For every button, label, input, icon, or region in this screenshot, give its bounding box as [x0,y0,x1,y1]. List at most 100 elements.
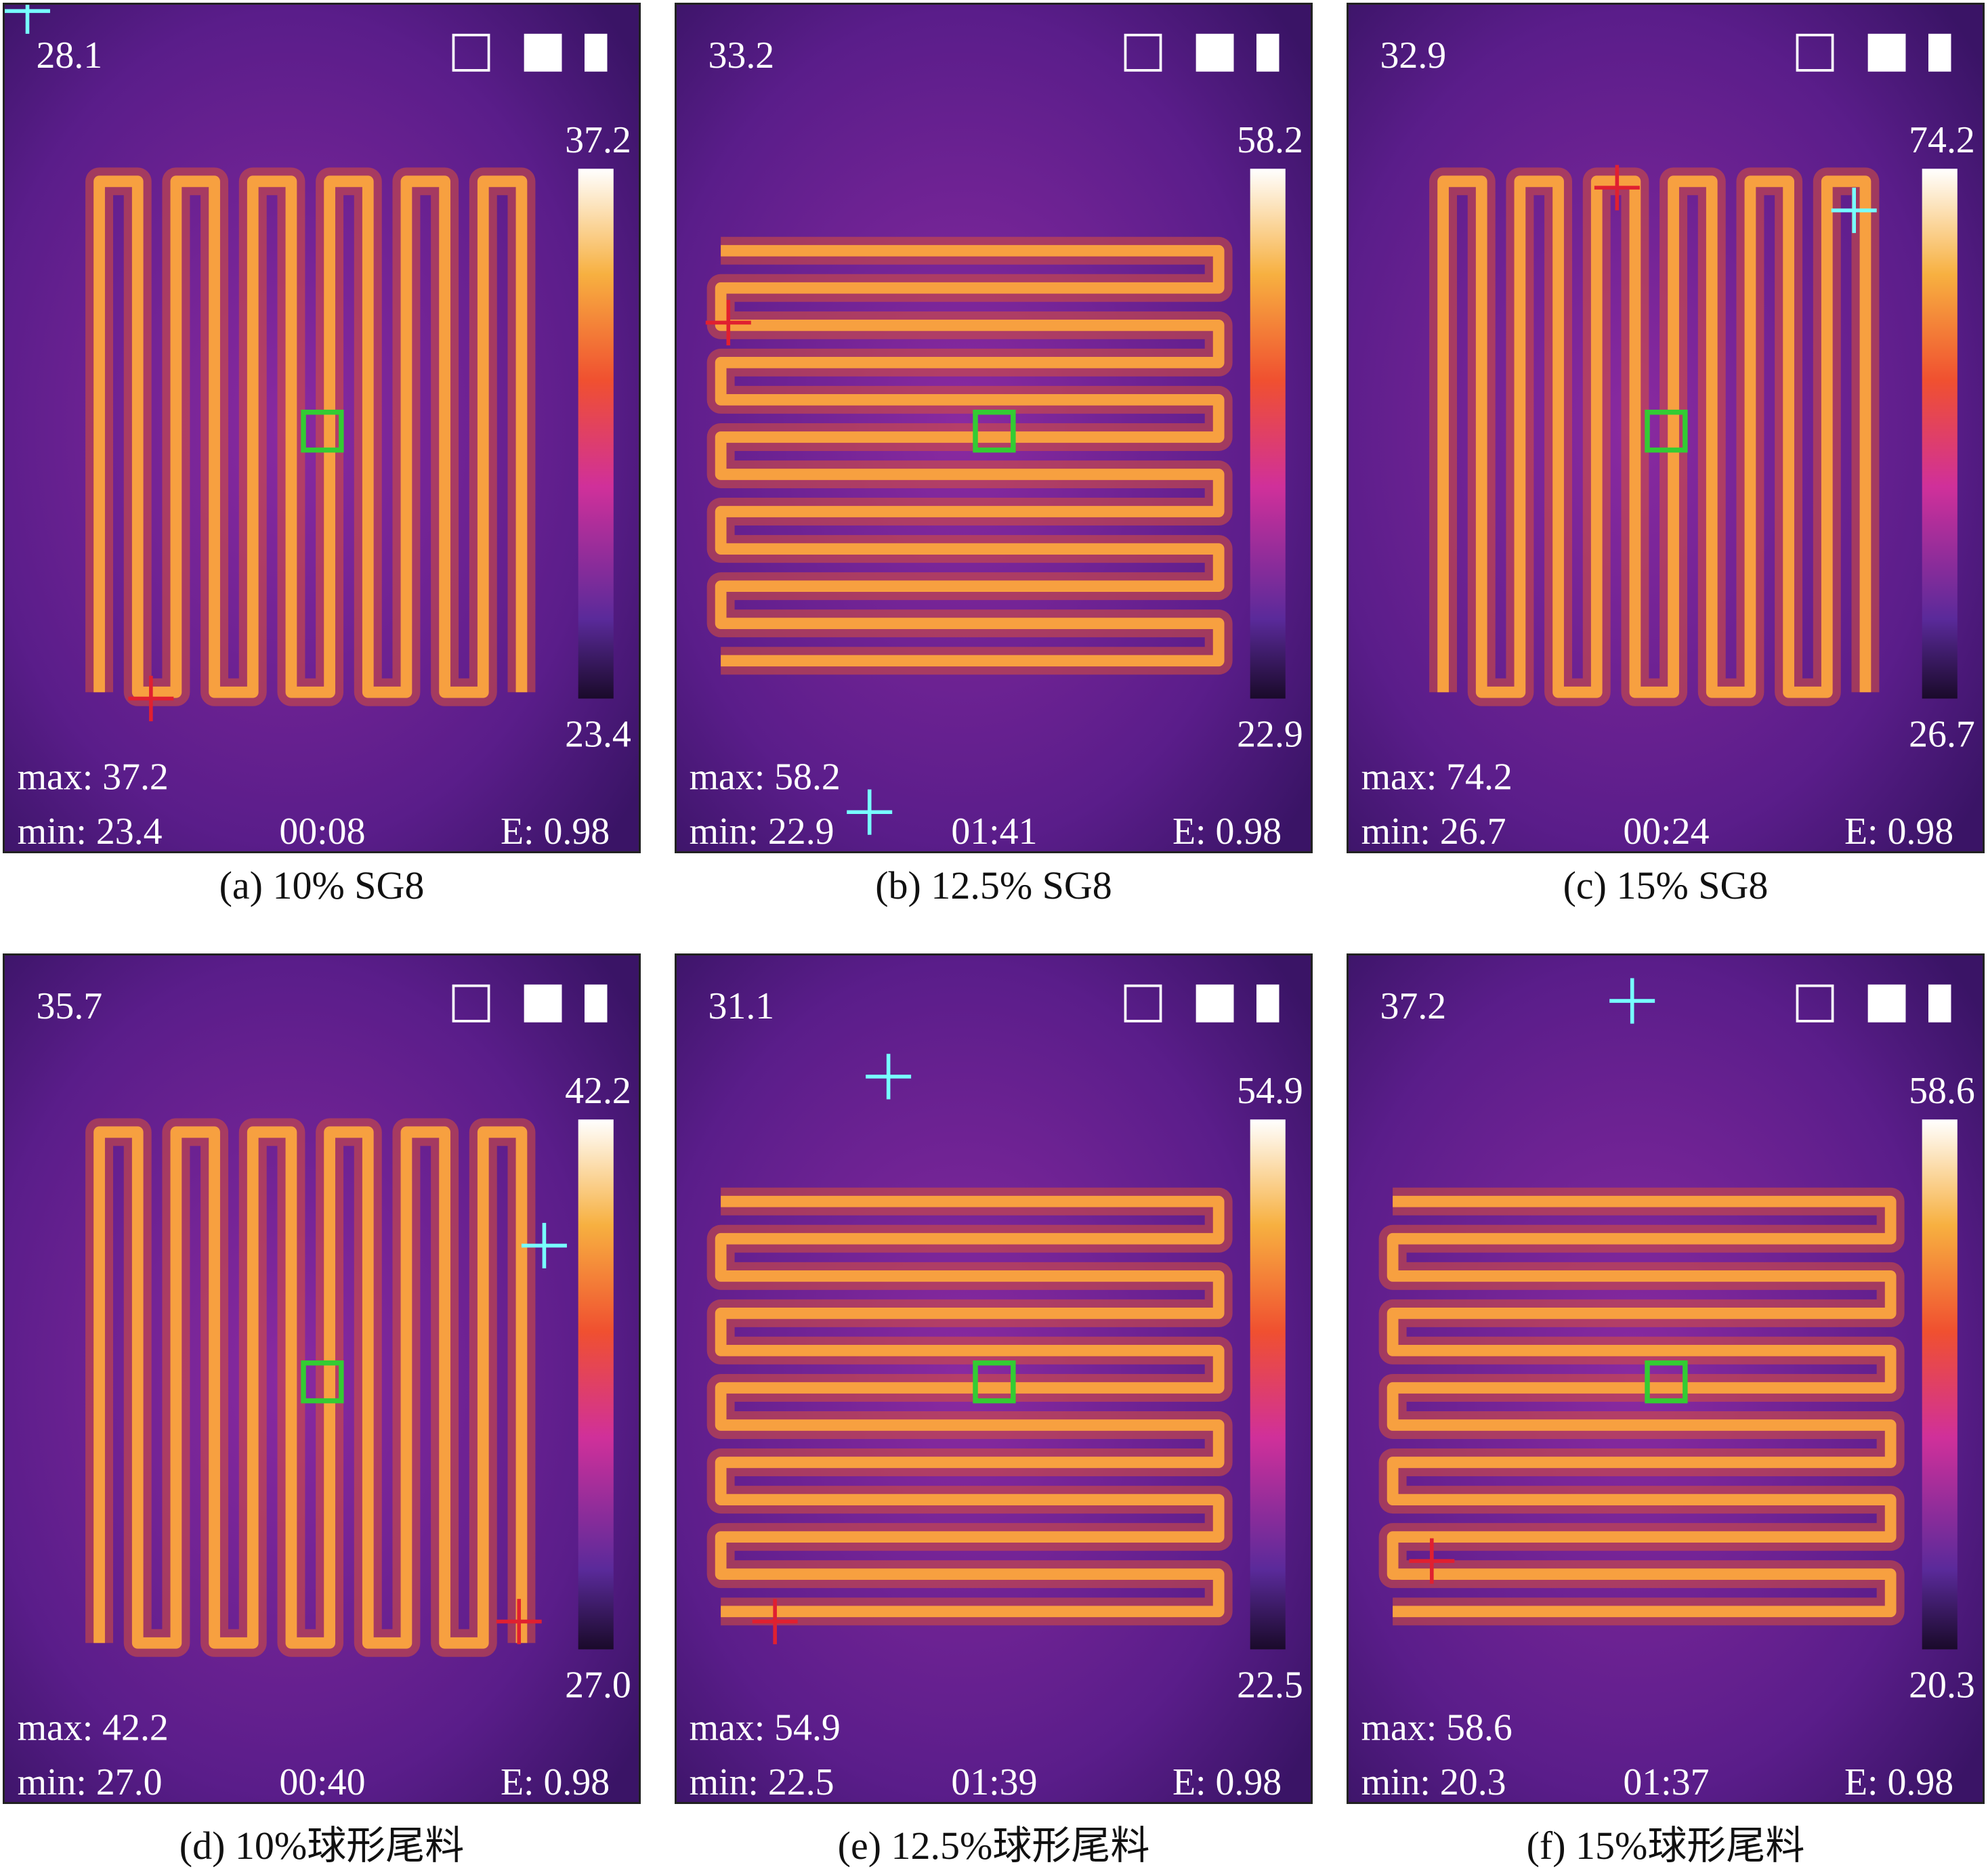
status-icon [584,33,608,72]
max-temp: max: 74.2 [1361,756,1513,798]
min-temp: min: 22.5 [690,1761,834,1802]
status-icon [1256,33,1279,72]
scale-min: 26.7 [1909,713,1975,755]
time: 00:24 [1623,811,1709,851]
min-temp: min: 26.7 [1361,811,1506,851]
tube [715,1195,1225,1618]
max-temp: max: 54.9 [690,1707,841,1749]
status-icon [524,33,562,72]
scale-min: 27.0 [565,1664,631,1706]
center-temp: 37.2 [1380,985,1447,1027]
thermal-view: 32.9 74.2 26.7 max: 74.2 min: 26.7 00:24 E: 0.… [1349,5,1983,851]
max-temp: max: 58.6 [1361,1707,1513,1749]
status-icon [1196,33,1234,72]
status-icon [1867,984,1906,1023]
thermal-image: 31.1 54.9 22.5 max: 54.9 min: 22.5 01:39 E: 0.… [675,953,1313,1804]
cursor [5,5,50,34]
thermal-image: 35.7 42.2 27.0 max: 42.2 min: 27.0 00:40 E: 0.… [3,953,641,1804]
thermal-view: 33.2 58.2 22.9 max: 58.2 min: 22.9 01:41 E: 0.… [677,5,1311,851]
thermal-view: 35.7 42.2 27.0 max: 42.2 min: 27.0 00:40 E: 0.… [5,955,639,1802]
thermal-image: 37.2 58.6 20.3 max: 58.6 min: 20.3 01:37 E: 0.… [1347,953,1985,1804]
color-bar [578,169,614,699]
min-temp: min: 22.9 [690,811,834,851]
status-icon [584,984,608,1023]
tube [93,175,528,698]
cursor [1831,188,1877,234]
thermal-image: 33.2 58.2 22.9 max: 58.2 min: 22.9 01:41 E: 0.… [675,3,1313,853]
emissivity: E: 0.98 [1172,811,1282,851]
min-temp: min: 23.4 [18,811,163,851]
status-icon [1796,984,1834,1023]
time: 00:08 [279,811,365,851]
color-bar [578,1119,614,1650]
scale-min: 22.5 [1237,1664,1303,1706]
tube [93,1126,528,1649]
cursor [1609,978,1655,1024]
scale-min: 22.9 [1237,713,1303,755]
emissivity: E: 0.98 [501,811,610,851]
max-cursor [128,676,174,722]
scale-max: 54.9 [1237,1070,1303,1112]
thermal-view: 37.2 58.6 20.3 max: 58.6 min: 20.3 01:37 E: 0.… [1349,955,1983,1802]
min-temp: min: 20.3 [1361,1761,1506,1802]
max-temp: max: 58.2 [690,756,841,798]
status-icon [524,984,562,1023]
tube [1437,175,1871,698]
scale-min: 23.4 [565,713,631,755]
caption: (d) 10%球形尾料 [179,1824,465,1868]
scale-max: 37.2 [565,119,631,161]
status-icon [1928,33,1951,72]
max-cursor [1594,165,1640,211]
center-box [301,409,344,453]
caption: (c) 15% SG8 [1563,863,1769,907]
center-box [973,1360,1016,1404]
cursor [521,1222,567,1268]
thermal-image: 32.9 74.2 26.7 max: 74.2 min: 26.7 00:24 E: 0.… [1347,3,1985,853]
max-cursor [1409,1538,1455,1584]
scale-min: 20.3 [1909,1664,1975,1706]
color-bar [1922,1119,1958,1650]
tube [1387,1195,1897,1618]
time: 00:40 [279,1761,365,1802]
max-temp: max: 42.2 [18,1707,169,1749]
time: 01:39 [951,1761,1037,1802]
color-bar [1250,1119,1286,1650]
thermal-view: 31.1 54.9 22.5 max: 54.9 min: 22.5 01:39 E: 0.… [677,955,1311,1802]
status-icon [1867,33,1906,72]
status-icon [1196,984,1234,1023]
center-temp: 32.9 [1380,35,1447,77]
center-box [301,1360,344,1404]
time: 01:37 [1623,1761,1709,1802]
color-bar [1922,169,1958,699]
center-temp: 28.1 [37,35,103,77]
scale-max: 42.2 [565,1070,631,1112]
emissivity: E: 0.98 [1844,811,1953,851]
status-icon [1124,984,1162,1023]
tube [715,244,1225,667]
status-icon [1256,984,1279,1023]
center-temp: 31.1 [709,985,775,1027]
caption: (b) 12.5% SG8 [875,863,1112,907]
center-temp: 33.2 [709,35,775,77]
color-bar [1250,169,1286,699]
status-icon [1796,33,1834,72]
status-icon [1928,984,1951,1023]
status-icon [1124,33,1162,72]
emissivity: E: 0.98 [1844,1761,1953,1802]
thermal-view: 28.1 37.2 23.4 max: 37.2 min: 23.4 00:08 E: 0.… [5,5,639,851]
status-icon [452,984,490,1023]
center-box [973,409,1016,453]
time: 01:41 [951,811,1037,851]
status-icon [452,33,490,72]
scale-max: 58.2 [1237,119,1303,161]
cursor [847,789,893,835]
emissivity: E: 0.98 [501,1761,610,1802]
max-cursor [705,299,751,345]
center-box [1645,1360,1688,1404]
caption: (a) 10% SG8 [219,863,425,907]
max-cursor [752,1599,798,1645]
max-cursor [496,1599,542,1645]
caption: (e) 12.5%球形尾料 [837,1824,1150,1868]
center-temp: 35.7 [37,985,103,1027]
